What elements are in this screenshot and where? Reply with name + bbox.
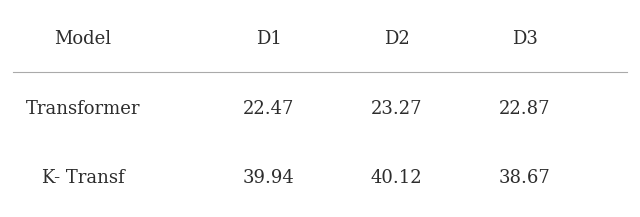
Text: Model: Model <box>54 30 112 48</box>
Text: K- Transf: K- Transf <box>42 169 125 187</box>
Text: 40.12: 40.12 <box>371 169 422 187</box>
Text: 23.27: 23.27 <box>371 100 422 117</box>
Text: 38.67: 38.67 <box>499 169 550 187</box>
Text: Transformer: Transformer <box>26 100 140 117</box>
Text: D3: D3 <box>512 30 538 48</box>
Text: D2: D2 <box>384 30 410 48</box>
Text: 22.47: 22.47 <box>243 100 294 117</box>
Text: D1: D1 <box>256 30 282 48</box>
Text: 39.94: 39.94 <box>243 169 294 187</box>
Text: 22.87: 22.87 <box>499 100 550 117</box>
